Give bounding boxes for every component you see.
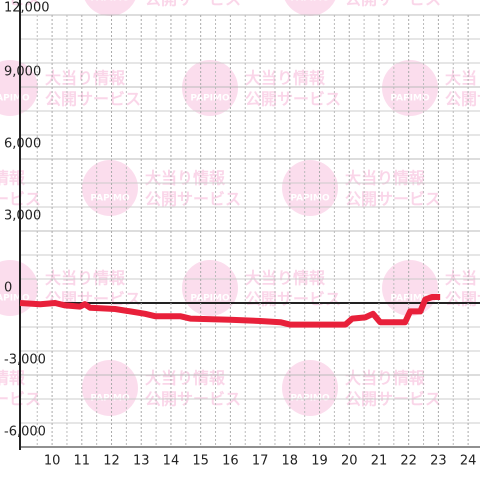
watermark-text: 公開サービス	[145, 190, 241, 209]
watermark-logo-text: PAPIMO	[390, 94, 430, 104]
x-tick-label: 20	[341, 454, 358, 469]
y-tick-label: 9,000	[4, 65, 41, 80]
watermark-logo	[382, 260, 438, 316]
x-tick-label: 16	[222, 454, 239, 469]
watermark-logo-text: PAPIMO	[190, 94, 230, 104]
watermark-logo-text: PAPIMO	[290, 0, 330, 4]
watermark-text: 大当り情報	[0, 369, 26, 388]
watermark-logo-text: PAPIMO	[0, 294, 30, 304]
y-tick-label: -3,000	[4, 353, 46, 368]
watermark-logo-text: PAPIMO	[90, 0, 130, 4]
x-tick-label: 21	[371, 454, 388, 469]
watermark-logo-text: PAPIMO	[0, 94, 30, 104]
watermark-text: 公開サービス	[345, 0, 441, 9]
x-tick-label: 17	[252, 454, 269, 469]
watermark-logo	[284, 0, 336, 16]
watermark-logo	[282, 360, 338, 416]
x-tick-label: 23	[430, 454, 447, 469]
x-tick-label: 10	[44, 454, 61, 469]
watermark-text: 大当り情報	[145, 369, 226, 388]
x-tick-label: 13	[133, 454, 150, 469]
data-line	[19, 294, 441, 328]
watermark-text: 公開サービス	[145, 0, 241, 9]
x-tick-label: 22	[400, 454, 417, 469]
watermark-text: 公開サービス	[245, 90, 341, 109]
watermark-logo-text: PAPIMO	[90, 194, 130, 204]
watermark-logo	[182, 60, 238, 116]
watermark-logo	[82, 160, 138, 216]
watermark-logo-text: PAPIMO	[390, 294, 430, 304]
x-tick-label: 12	[103, 454, 120, 469]
watermark-text: 公開サービス	[345, 190, 441, 209]
watermark-logo	[282, 160, 338, 216]
watermark-text: 公開サービス	[45, 90, 141, 109]
watermark-text: 大当り情報	[345, 369, 426, 388]
watermark-logo	[84, 0, 136, 16]
watermark-logo	[382, 60, 438, 116]
watermarks: PAPIMO大当り情報公開サービスPAPIMO大当り情報公開サービスPAPIMO…	[0, 0, 480, 416]
y-tick-label: 6,000	[4, 137, 41, 152]
watermark-logo	[0, 60, 38, 116]
watermark-text: 大当り情報	[45, 269, 126, 288]
watermark-logo-text: PAPIMO	[290, 194, 330, 204]
y-tick-label: 3,000	[4, 209, 41, 224]
x-tick-label: 18	[282, 454, 299, 469]
watermark-text: 大当り情報	[0, 169, 26, 188]
watermark-logo	[182, 260, 238, 316]
watermark-logo-text: PAPIMO	[190, 294, 230, 304]
x-tick-label: 11	[74, 454, 91, 469]
watermark-text: 大当り情報	[45, 69, 126, 88]
x-tick-label: 19	[311, 454, 328, 469]
x-tick-label: 14	[163, 454, 180, 469]
watermark-text: 公開サービス	[445, 90, 480, 109]
watermark-text: 大当り情報	[345, 169, 426, 188]
x-tick-label: 24	[460, 454, 477, 469]
y-tick-label: 12,000	[4, 1, 50, 16]
watermark-text: 公開サービス	[245, 290, 341, 309]
watermark-text: 大当り情報	[445, 269, 480, 288]
watermark-logo	[82, 360, 138, 416]
y-tick-label: 0	[4, 281, 12, 296]
watermark-text: 大当り情報	[245, 269, 326, 288]
x-tick-label: 15	[192, 454, 209, 469]
watermark-text: 大当り情報	[445, 69, 480, 88]
y-tick-label: -6,000	[4, 425, 46, 440]
watermark-text: 大当り情報	[245, 69, 326, 88]
watermark-text: 公開サービス	[445, 290, 480, 309]
